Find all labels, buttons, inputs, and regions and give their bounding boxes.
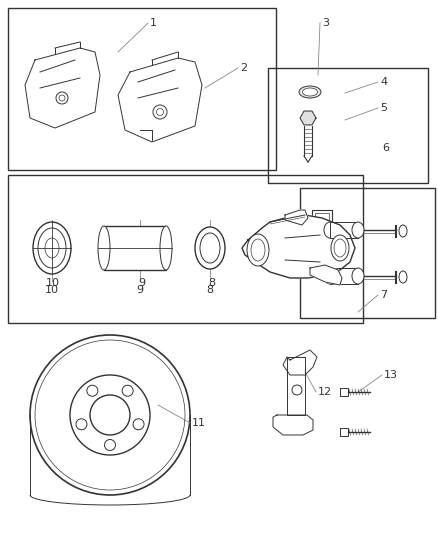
Text: 5: 5 xyxy=(380,103,387,113)
Circle shape xyxy=(133,419,144,430)
Bar xyxy=(330,222,358,238)
Text: 10: 10 xyxy=(46,278,60,288)
Polygon shape xyxy=(310,265,342,285)
Text: 1: 1 xyxy=(150,18,157,28)
Ellipse shape xyxy=(38,228,66,268)
Ellipse shape xyxy=(399,225,407,237)
Ellipse shape xyxy=(331,235,349,261)
Text: 12: 12 xyxy=(318,387,332,397)
Text: 4: 4 xyxy=(380,77,387,87)
Polygon shape xyxy=(273,415,313,435)
Circle shape xyxy=(90,395,130,435)
Polygon shape xyxy=(285,210,308,225)
Text: 8: 8 xyxy=(208,278,215,288)
Circle shape xyxy=(56,92,68,104)
Polygon shape xyxy=(242,215,355,278)
Bar xyxy=(340,428,348,436)
Ellipse shape xyxy=(352,222,364,238)
Ellipse shape xyxy=(195,227,225,269)
Text: 2: 2 xyxy=(240,63,247,73)
Bar xyxy=(300,188,435,318)
Ellipse shape xyxy=(324,222,336,238)
Bar xyxy=(330,268,358,284)
Circle shape xyxy=(87,385,98,396)
Circle shape xyxy=(122,385,133,396)
Bar xyxy=(315,213,329,227)
Text: 3: 3 xyxy=(322,18,329,28)
Text: 11: 11 xyxy=(192,418,206,428)
Text: 9: 9 xyxy=(137,285,144,295)
Text: 9: 9 xyxy=(138,278,145,288)
Circle shape xyxy=(105,440,116,450)
Bar xyxy=(340,388,348,396)
Ellipse shape xyxy=(200,233,220,263)
Bar xyxy=(8,175,363,323)
Polygon shape xyxy=(283,350,317,375)
Bar xyxy=(104,226,166,270)
Ellipse shape xyxy=(324,268,336,284)
Circle shape xyxy=(292,385,302,395)
Bar xyxy=(312,210,332,230)
Text: 13: 13 xyxy=(384,370,398,380)
Ellipse shape xyxy=(251,239,265,261)
Polygon shape xyxy=(118,58,202,142)
Polygon shape xyxy=(287,357,305,415)
Ellipse shape xyxy=(303,88,318,96)
Text: 10: 10 xyxy=(45,285,59,295)
Text: 7: 7 xyxy=(380,290,387,300)
Circle shape xyxy=(70,375,150,455)
Bar xyxy=(268,68,428,183)
Ellipse shape xyxy=(399,271,407,283)
Ellipse shape xyxy=(352,268,364,284)
Ellipse shape xyxy=(299,86,321,98)
Circle shape xyxy=(30,335,190,495)
Ellipse shape xyxy=(45,238,59,258)
Ellipse shape xyxy=(98,226,110,270)
Circle shape xyxy=(76,419,87,430)
Polygon shape xyxy=(300,111,316,125)
Text: 6: 6 xyxy=(382,143,389,153)
Polygon shape xyxy=(25,48,100,128)
Circle shape xyxy=(153,105,167,119)
Ellipse shape xyxy=(33,222,71,274)
Bar xyxy=(8,8,276,170)
Ellipse shape xyxy=(247,234,269,266)
Ellipse shape xyxy=(160,226,172,270)
Text: 8: 8 xyxy=(206,285,214,295)
